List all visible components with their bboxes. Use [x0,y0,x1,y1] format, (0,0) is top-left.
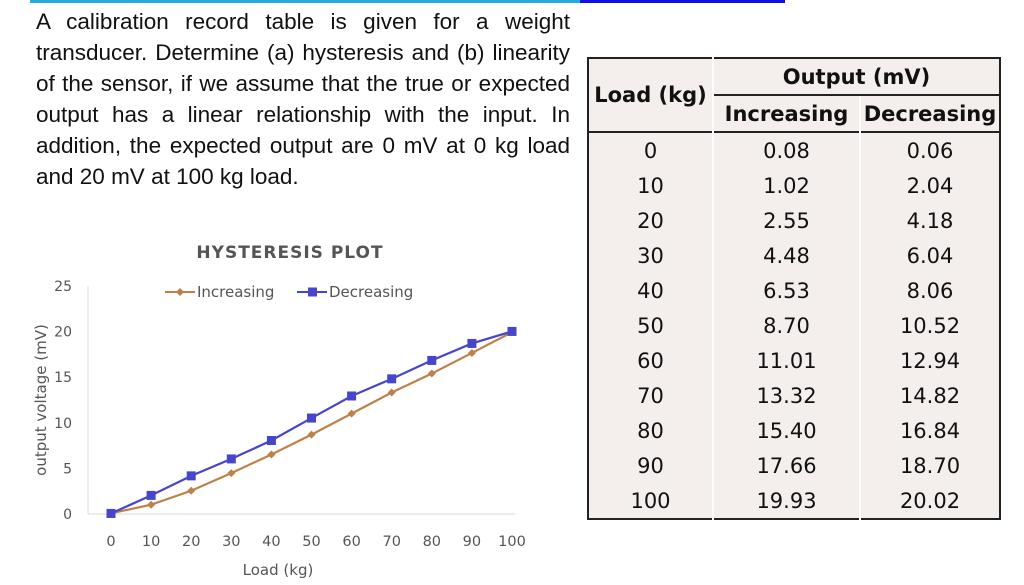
header-increasing: Increasing [713,95,861,132]
data-point-decreasing [347,391,357,401]
cell-increasing: 11.01 [713,343,861,378]
y-tick-label: 5 [63,461,72,477]
header-decreasing: Decreasing [863,101,997,126]
cell-load: 80 [588,413,714,448]
x-axis-label: Load (kg) [243,561,314,579]
cell-increasing: 2.55 [713,203,861,238]
chart-title: HYSTERESIS PLOT [196,243,383,263]
data-point-decreasing [387,374,397,384]
x-tick-label: 60 [342,534,360,550]
table-row: 30 4.48 6.04 [588,238,1000,273]
cell-decreasing: 12.94 [899,348,961,373]
cell-decreasing: 0.06 [906,138,954,163]
data-point-increasing [467,348,476,357]
header-load: Load (kg) [588,58,714,132]
cell-decreasing: 4.18 [906,208,954,233]
data-point-increasing [267,450,276,459]
cell-decreasing: 20.02 [899,488,961,513]
table-row: 100 19.93 20.02 [588,483,1000,519]
data-point-decreasing [307,413,316,423]
calibration-table: Load (kg) Output (mV) Increasing Decreas… [587,57,1001,520]
cell-load: 30 [588,238,714,273]
cell-load: 40 [588,273,714,308]
data-point-increasing [427,369,436,378]
data-point-increasing [387,388,396,397]
table-row: 90 17.66 18.70 [588,448,1000,483]
data-point-decreasing [106,508,116,518]
cell-load: 70 [588,378,714,413]
problem-statement: A calibration record table is given for … [36,9,570,189]
cell-decreasing: 6.04 [906,243,954,268]
x-tick-label: 40 [262,534,280,550]
cell-decreasing: 14.82 [899,383,961,408]
data-point-increasing [347,409,356,418]
table-row: 0 0.08 0.06 [588,132,1000,168]
y-tick-label: 25 [54,279,72,295]
cell-load: 60 [588,343,714,378]
cell-increasing: 1.02 [713,168,861,203]
table-row: 80 15.40 16.84 [588,413,1000,448]
cell-decreasing: 8.06 [906,278,954,303]
y-tick-label: 10 [54,416,72,432]
table-row: 40 6.53 8.06 [588,273,1000,308]
data-point-decreasing [186,471,196,481]
x-tick-label: 70 [382,534,400,550]
data-point-increasing [187,486,196,495]
header-output: Output (mV) [713,58,1000,96]
x-tick-label: 20 [182,534,200,550]
cell-decreasing: 16.84 [899,418,961,443]
x-tick-label: 90 [463,534,481,550]
cell-decreasing: 18.70 [899,453,961,478]
legend-marker-diamond [176,288,184,296]
top-accent-bar-blue [580,0,785,3]
x-tick-label: 10 [142,534,160,550]
cell-load: 100 [588,483,714,519]
cell-load: 50 [588,308,714,343]
data-point-increasing [307,430,316,439]
legend-label: Increasing [197,283,274,301]
cell-increasing: 19.93 [713,483,861,519]
cell-load: 0 [588,132,714,168]
y-tick-label: 15 [54,370,72,386]
legend-label: Decreasing [329,283,413,301]
data-point-decreasing [427,355,437,365]
x-tick-label: 0 [106,534,115,550]
data-point-increasing [147,500,156,509]
table-row: 10 1.02 2.04 [588,168,1000,203]
cell-increasing: 15.40 [713,413,861,448]
data-point-decreasing [467,338,477,348]
data-point-increasing [227,469,236,478]
cell-increasing: 0.08 [713,132,861,168]
cell-increasing: 17.66 [713,448,861,483]
cell-increasing: 6.53 [713,273,861,308]
cell-load: 90 [588,448,714,483]
table-row: 70 13.32 14.82 [588,378,1000,413]
data-point-decreasing [266,435,276,445]
y-tick-label: 0 [63,507,72,523]
x-tick-label: 50 [302,534,320,550]
top-accent-bar [30,0,580,3]
table-row: 50 8.70 10.52 [588,308,1000,343]
y-tick-label: 20 [54,325,72,341]
y-axis-label: output voltage (mV) [32,324,50,476]
cell-load: 20 [588,203,714,238]
legend-marker-square [308,287,317,297]
table-row: 20 2.55 4.18 [588,203,1000,238]
x-tick-label: 80 [423,534,441,550]
data-point-decreasing [146,490,156,500]
data-point-decreasing [226,454,236,464]
cell-increasing: 4.48 [713,238,861,273]
table-row: 60 11.01 12.94 [588,343,1000,378]
data-point-decreasing [507,326,517,336]
cell-decreasing: 10.52 [899,313,961,338]
hysteresis-chart: HYSTERESIS PLOT Load (kg) output voltage… [32,243,526,579]
x-tick-label: 30 [222,534,240,550]
cell-increasing: 8.70 [713,308,861,343]
cell-increasing: 13.32 [713,378,861,413]
x-tick-label: 100 [498,534,526,550]
cell-load: 10 [588,168,714,203]
cell-decreasing: 2.04 [906,173,954,198]
